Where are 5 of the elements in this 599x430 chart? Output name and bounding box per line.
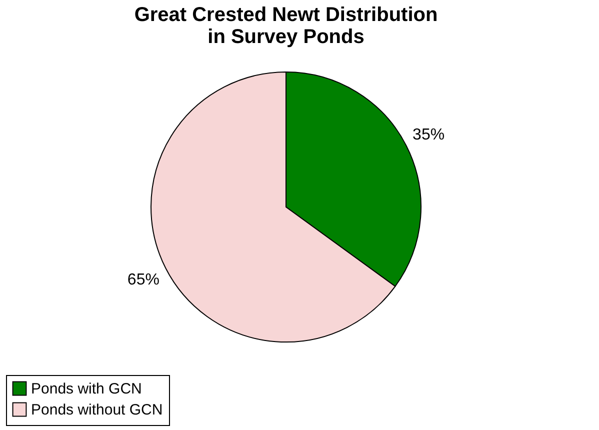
data-label: 65%: [127, 272, 160, 289]
data-label: 35%: [412, 126, 445, 144]
legend-label: Ponds with GCN: [31, 380, 142, 398]
legend-label: Ponds without GCN: [31, 402, 163, 418]
chart-title: Great Crested Newt Distribution in Survey Ponds: [134, 4, 438, 48]
